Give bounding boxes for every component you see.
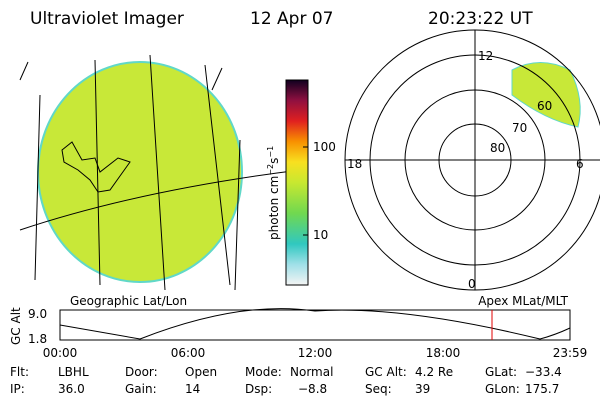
altitude-curve xyxy=(59,308,571,340)
info-label: Dsp: xyxy=(245,382,272,396)
timeline-axis-label: GC Alt xyxy=(9,307,23,345)
info-label: GLon: xyxy=(485,382,520,396)
info-value: 14 xyxy=(185,382,200,396)
timeline-y-label: 1.8 xyxy=(28,332,47,346)
colorbar-tick: 10 xyxy=(313,228,328,242)
lat-label: 70 xyxy=(512,121,527,135)
colorbar-label: photon cm−2s−1 xyxy=(266,146,281,240)
info-value: 4.2 Re xyxy=(415,365,453,379)
lat-label: 80 xyxy=(490,141,505,155)
info-label: Door: xyxy=(125,365,158,379)
timeline-x-label: 18:00 xyxy=(426,346,461,360)
globe xyxy=(19,54,301,291)
info-label: Seq: xyxy=(365,382,392,396)
info-value: −33.4 xyxy=(525,365,562,379)
time: 20:23:22 UT xyxy=(428,9,533,29)
timeline-x-label: 23:59 xyxy=(553,346,588,360)
polar-plot xyxy=(344,29,600,291)
info-value: −8.8 xyxy=(298,382,327,396)
date: 12 Apr 07 xyxy=(250,9,333,29)
mlt-label: 12 xyxy=(478,49,493,63)
mlt-label: 0 xyxy=(468,277,476,291)
timeline-x-label: 12:00 xyxy=(298,346,333,360)
timeline-title: Geographic Lat/Lon xyxy=(70,294,187,308)
colorbar-tick: 100 xyxy=(313,140,336,154)
info-value: 36.0 xyxy=(58,382,85,396)
colorbar xyxy=(285,79,309,286)
info-value: LBHL xyxy=(58,365,89,379)
mlt-label: 6 xyxy=(576,157,584,171)
info-label: Gain: xyxy=(125,382,157,396)
info-label: Flt: xyxy=(10,365,29,379)
title: Ultraviolet Imager xyxy=(30,9,184,29)
mlt-label: 18 xyxy=(347,157,362,171)
timeline-title: Apex MLat/MLT xyxy=(478,294,568,308)
info-value: Normal xyxy=(290,365,333,379)
lat-label: 60 xyxy=(537,99,552,113)
info-label: GC Alt: xyxy=(365,365,407,379)
info-panel: Flt: LBHL Door: Open Mode: Normal GC Alt: 4.2 R… xyxy=(10,365,562,396)
info-label: Mode: xyxy=(245,365,282,379)
timeline-frame xyxy=(59,309,571,341)
timeline-x-label: 00:00 xyxy=(43,346,78,360)
timeline-y-label: 9.0 xyxy=(28,307,47,321)
info-value: Open xyxy=(185,365,217,379)
timeline-x-label: 06:00 xyxy=(171,346,206,360)
info-label: GLat: xyxy=(485,365,517,379)
info-value: 39 xyxy=(415,382,430,396)
info-label: IP: xyxy=(10,382,25,396)
info-value: 175.7 xyxy=(525,382,559,396)
